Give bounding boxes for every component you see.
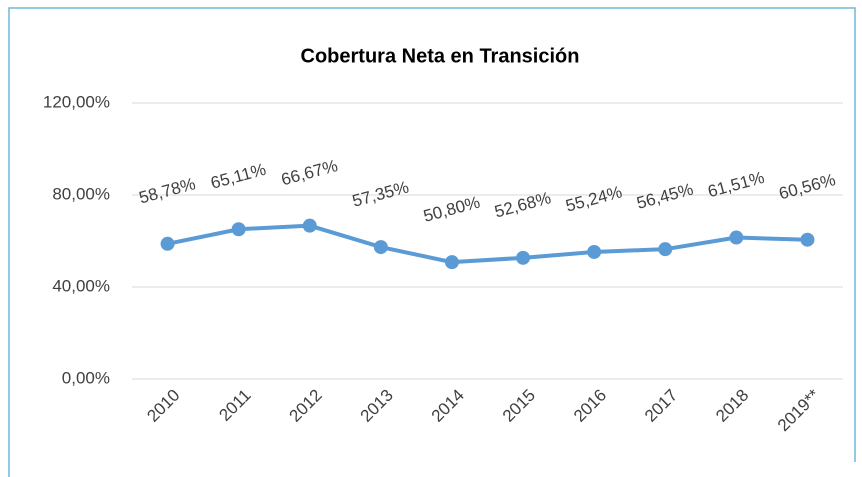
data-label: 58,78% [137,174,198,207]
y-tick-label: 0,00% [62,368,110,387]
point [302,218,317,233]
y-tick-label: 120,00% [43,92,110,111]
x-tick-label: 2011 [215,386,254,425]
y-tick-label: 80,00% [52,184,110,203]
x-tick-label: 2016 [570,386,610,426]
y-tick-label: 40,00% [52,276,110,295]
point [800,232,815,247]
point [373,240,388,255]
data-label: 55,24% [564,182,625,215]
data-label: 52,68% [492,188,553,221]
x-tick-label: 2015 [499,386,539,426]
point [658,242,673,257]
chart-title: Cobertura Neta en Transición [301,45,580,67]
point [231,222,246,237]
data-label: 65,11% [209,160,268,193]
data-label: 56,45% [635,180,696,213]
x-tick-label: 2013 [357,386,397,426]
data-label: 50,80% [421,193,482,226]
x-tick-label: 2017 [641,386,681,426]
point [729,230,744,245]
data-label: 66,67% [279,156,340,189]
x-tick-label: 2012 [286,386,326,426]
data-label: 60,56% [777,170,838,203]
data-label: 61,51% [706,168,767,201]
x-tick-label: 2018 [712,386,752,426]
x-tick-label: 2010 [143,386,183,426]
point [587,244,602,259]
point [160,236,175,251]
series-line [167,223,808,265]
point [444,255,459,270]
x-tick-label: 2014 [428,386,468,426]
data-label: 57,35% [350,177,411,210]
point [516,250,531,265]
x-tick-label: 2019** [774,385,824,435]
chart-border [8,7,856,477]
